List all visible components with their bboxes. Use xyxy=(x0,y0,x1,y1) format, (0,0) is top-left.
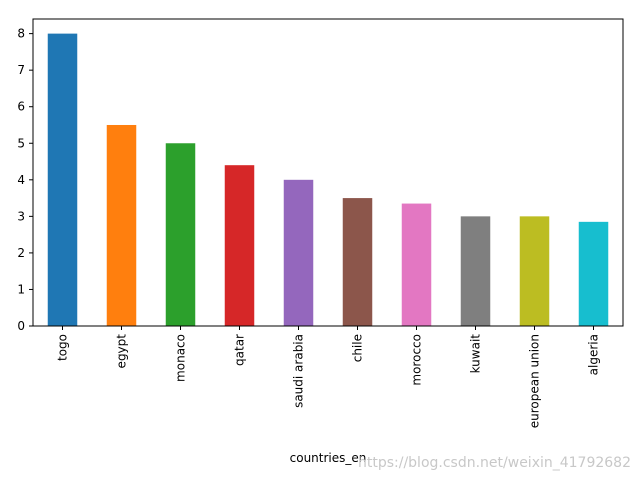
x-tick-label: monaco xyxy=(174,334,188,382)
x-tick-label: morocco xyxy=(410,334,424,386)
bar xyxy=(47,33,78,326)
x-axis-label: countries_en xyxy=(290,451,367,465)
x-tick-label: chile xyxy=(351,334,365,362)
y-tick-label: 1 xyxy=(17,282,25,296)
x-tick-label: saudi arabia xyxy=(292,334,306,408)
y-tick-label: 8 xyxy=(17,27,25,41)
y-tick-label: 6 xyxy=(17,100,25,114)
plot-frame xyxy=(32,18,624,327)
x-tick-label: egypt xyxy=(115,334,129,369)
y-tick-label: 2 xyxy=(17,246,25,260)
bar xyxy=(106,124,137,326)
bar xyxy=(401,203,432,326)
y-tick-label: 3 xyxy=(17,209,25,223)
bar xyxy=(519,216,550,326)
x-tick-label: algeria xyxy=(587,334,601,375)
y-tick-label: 5 xyxy=(17,136,25,150)
bar xyxy=(224,165,255,326)
bar xyxy=(342,198,373,326)
y-tick-label: 4 xyxy=(17,173,25,187)
bar xyxy=(460,216,491,326)
bar xyxy=(578,221,609,326)
watermark: https://blog.csdn.net/weixin_41792682 xyxy=(358,455,631,471)
bar xyxy=(165,143,196,326)
x-tick-label: european union xyxy=(528,334,542,428)
y-tick-label: 0 xyxy=(17,319,25,333)
y-tick-label: 7 xyxy=(17,63,25,77)
x-tick-label: togo xyxy=(56,334,70,361)
bar xyxy=(283,179,314,326)
x-tick-label: qatar xyxy=(233,334,247,366)
x-tick-label: kuwait xyxy=(469,334,483,374)
